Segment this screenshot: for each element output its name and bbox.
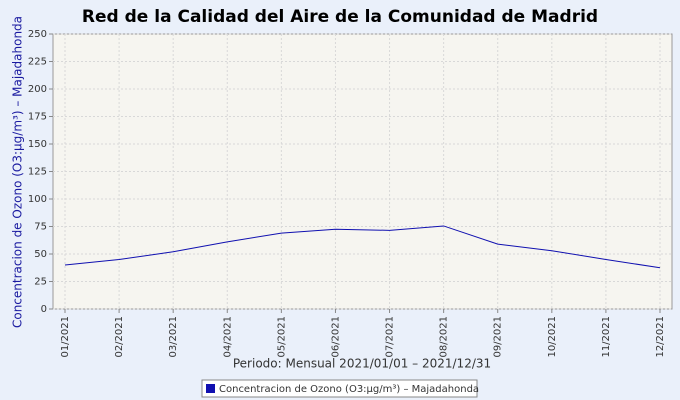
y-tick-label: 75 [34,222,47,233]
x-tick-label: 08/2021 [439,316,450,358]
y-tick-label: 100 [28,194,47,205]
x-tick-label: 04/2021 [222,316,233,358]
legend-label: Concentracion de Ozono (O3:µg/m³) – Maja… [219,384,479,395]
y-tick-label: 200 [28,84,47,95]
x-tick-label: 07/2021 [385,316,396,358]
y-tick-label: 175 [28,112,47,123]
y-tick-label: 50 [34,249,47,260]
x-tick-label: 10/2021 [547,316,558,358]
data-line [64,225,661,269]
y-axis-label: Concentracion de Ozono (O3:µg/m³) – Maja… [11,16,25,328]
legend-box [201,379,478,398]
x-tick-label: 12/2021 [655,316,666,358]
y-tick-label: 125 [28,167,47,178]
x-tick-label: 05/2021 [276,316,287,358]
chart-title: Red de la Calidad del Aire de la Comunid… [82,7,598,27]
x-axis-label: Periodo: Mensual 2021/01/01 – 2021/12/31 [233,357,491,371]
x-tick-label: 11/2021 [601,316,612,358]
x-tick-label: 01/2021 [60,316,71,358]
y-tick-label: 25 [34,277,47,288]
legend: Concentracion de Ozono (O3:µg/m³) – Maja… [201,379,479,398]
x-tick-label: 09/2021 [493,316,504,358]
y-tick-label: 250 [28,29,47,40]
y-tick-label: 225 [28,57,47,68]
x-tick-label: 06/2021 [330,316,341,358]
x-tick-label: 02/2021 [114,316,125,358]
y-tick-label: 150 [28,139,47,150]
legend-swatch [206,384,215,393]
x-tick-label: 03/2021 [168,316,179,358]
y-tick-label: 0 [41,304,47,315]
